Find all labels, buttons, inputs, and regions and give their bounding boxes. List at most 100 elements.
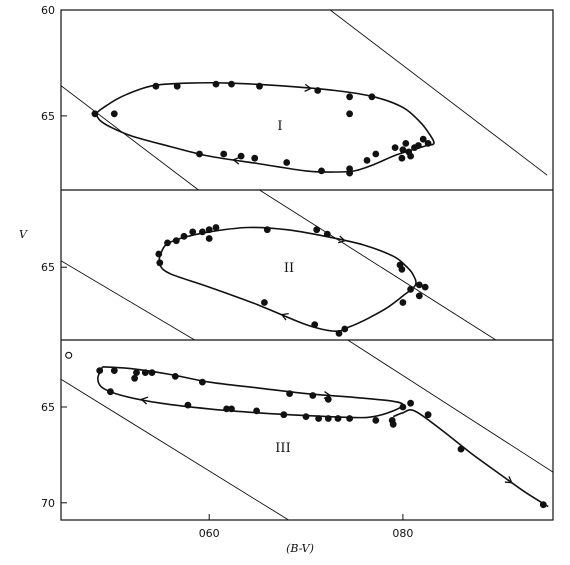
data-point [368, 93, 376, 101]
data-point [212, 224, 220, 231]
reference-diagonal [259, 190, 497, 340]
data-point [399, 403, 407, 411]
data-point [309, 392, 317, 399]
data-point [205, 226, 213, 234]
data-point [419, 135, 427, 143]
data-point [107, 388, 114, 396]
data-point [228, 80, 235, 88]
data-point [389, 420, 397, 428]
reference-diagonal [347, 340, 553, 473]
data-point [539, 501, 547, 509]
data-point [324, 396, 332, 403]
data-point [399, 146, 407, 154]
data-point [346, 93, 353, 101]
panel-plot-area [61, 190, 497, 340]
data-point [256, 82, 263, 90]
data-point [263, 226, 271, 234]
direction-arrow [140, 396, 149, 405]
data-point [372, 150, 380, 158]
data-point [341, 325, 349, 333]
panel-I: 60 65 I [41, 4, 548, 190]
direction-arrow [232, 156, 241, 165]
x-tick-label: 080 [392, 527, 413, 540]
reference-diagonal [61, 85, 199, 190]
data-point [398, 154, 406, 162]
data-point [318, 167, 325, 175]
data-point [91, 110, 99, 118]
data-point [220, 150, 228, 158]
y-axis-label: V [19, 228, 28, 241]
direction-arrow [304, 83, 313, 92]
data-point [189, 228, 197, 236]
x-tick-label: 060 [199, 527, 220, 540]
data-point [148, 369, 156, 376]
data-point [399, 299, 407, 306]
data-point [152, 82, 160, 90]
data-point [164, 239, 171, 247]
data-point [110, 110, 118, 118]
loop-curve [158, 226, 417, 333]
data-point [110, 367, 118, 374]
data-point [363, 157, 371, 164]
data-point [261, 299, 268, 306]
data-point [155, 250, 163, 258]
data-point [415, 281, 423, 289]
data-point [398, 266, 406, 273]
data-point [172, 237, 180, 245]
data-point [424, 411, 432, 419]
data-point [457, 445, 465, 453]
data-point [411, 144, 418, 152]
data-point [96, 367, 104, 374]
loop-curve [95, 81, 435, 173]
data-point [421, 283, 429, 291]
data-point [323, 230, 331, 238]
plot-frame [60, 9, 554, 521]
reference-diagonal [61, 260, 195, 340]
reference-diagonal [329, 10, 548, 176]
open-data-point [65, 351, 73, 359]
data-point [402, 140, 410, 147]
data-point [415, 292, 423, 300]
data-point [196, 150, 203, 158]
data-point [334, 415, 342, 422]
data-point [228, 405, 235, 413]
data-point [346, 110, 353, 118]
data-point [315, 415, 322, 422]
panel-label: I [277, 119, 282, 134]
data-point [156, 259, 164, 267]
data-point [372, 417, 380, 424]
data-point [212, 80, 220, 88]
data-point [223, 405, 231, 413]
y-tick-label: 60 [41, 4, 55, 17]
y-tick-label: 65 [41, 261, 55, 274]
data-point [199, 228, 206, 236]
data-point [311, 321, 319, 328]
x-axis-label: (B-V) [286, 542, 314, 555]
data-point [346, 169, 353, 177]
data-point [173, 82, 181, 90]
direction-arrow [337, 235, 347, 244]
panel-label: II [284, 261, 294, 276]
data-point [133, 369, 140, 376]
data-point [324, 415, 332, 422]
data-point [314, 87, 322, 94]
data-point [302, 413, 310, 420]
data-point [424, 140, 432, 147]
data-point [131, 374, 139, 382]
panel-plot-area [61, 340, 553, 520]
data-point [184, 401, 192, 409]
data-point [199, 378, 206, 386]
y-tick-label: 70 [41, 497, 55, 510]
data-point [313, 226, 321, 234]
data-point [407, 399, 414, 407]
data-point [141, 369, 149, 376]
data-point [335, 330, 343, 337]
direction-arrow [280, 312, 289, 321]
panel-label: III [275, 441, 290, 456]
panel-III: 65 70 III [41, 339, 553, 520]
data-point [171, 373, 179, 380]
panel-plot-area [61, 10, 548, 190]
data-point [283, 159, 291, 166]
data-point [407, 152, 414, 160]
